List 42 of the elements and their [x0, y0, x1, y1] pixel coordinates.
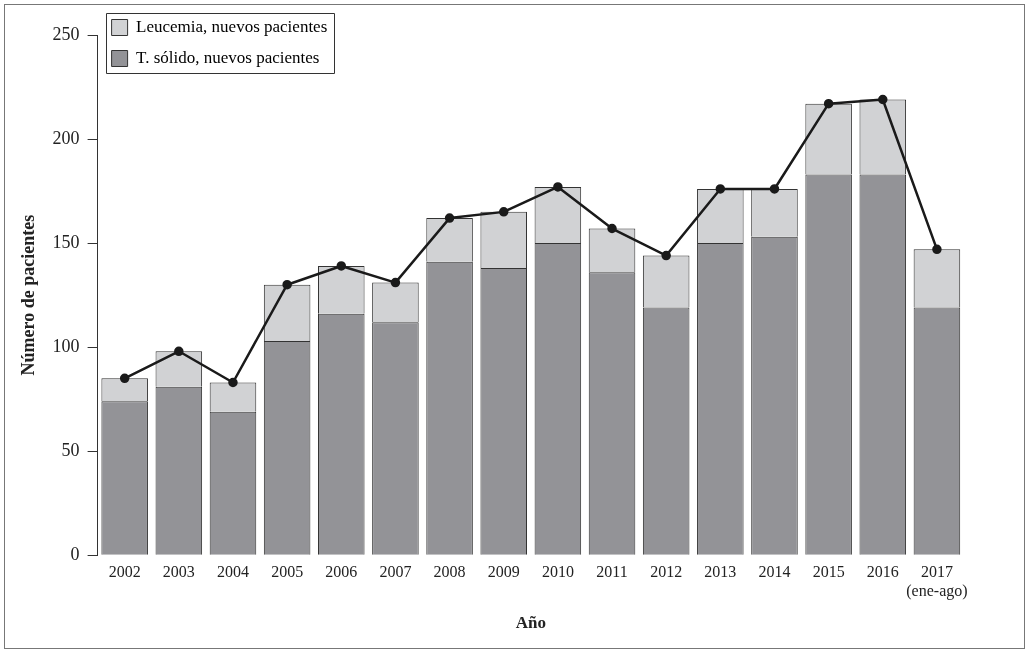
x-tick-label: 2015	[812, 563, 845, 580]
point	[498, 207, 509, 217]
point	[390, 277, 401, 288]
x-tick-label: 2011	[596, 563, 628, 580]
legend-label: Leucemia, nuevos pacientes	[136, 16, 328, 36]
point	[336, 261, 347, 271]
x-tick-label: 2014	[758, 563, 791, 580]
x-tick-label: 2003	[162, 563, 195, 580]
point	[607, 223, 617, 234]
x-axis-title: Año	[515, 613, 546, 633]
y-tick-label: 250	[52, 23, 80, 44]
x-tick-label: 2004	[216, 563, 249, 580]
y-axis-title: Número de pacientes	[18, 214, 39, 376]
x-tick-label: 2016	[866, 563, 899, 580]
point	[878, 94, 888, 105]
x-tick-label: 2002	[108, 563, 141, 580]
y-tick-label: 200	[52, 127, 80, 148]
y-tick-label: 100	[52, 335, 80, 356]
point	[444, 213, 455, 223]
point	[282, 279, 292, 290]
x-tick-label: 2008	[433, 563, 466, 580]
point	[119, 373, 130, 384]
x-tick-label: 2007	[379, 563, 412, 580]
y-tick-label: 50	[61, 439, 80, 460]
x-tick-label: 2009	[487, 563, 520, 580]
point	[661, 250, 671, 261]
legend-label: T. sólido, nuevos pacientes	[136, 47, 320, 67]
x-tick-label: 2013	[704, 563, 737, 580]
x-tick-label: 2012	[650, 563, 683, 580]
y-tick-label: 150	[52, 231, 80, 252]
point	[715, 184, 726, 194]
x-tick-label: 2017 (ene-ago)	[906, 563, 968, 601]
point	[769, 184, 780, 194]
x-tick-label: 2005	[271, 563, 304, 580]
x-tick-label: 2010	[541, 563, 574, 580]
x-tick-label: 2006	[325, 563, 358, 580]
point	[174, 346, 184, 357]
point	[553, 182, 563, 192]
y-tick-label: 0	[70, 543, 80, 564]
point	[228, 377, 238, 388]
point	[823, 98, 834, 109]
point	[932, 244, 942, 255]
